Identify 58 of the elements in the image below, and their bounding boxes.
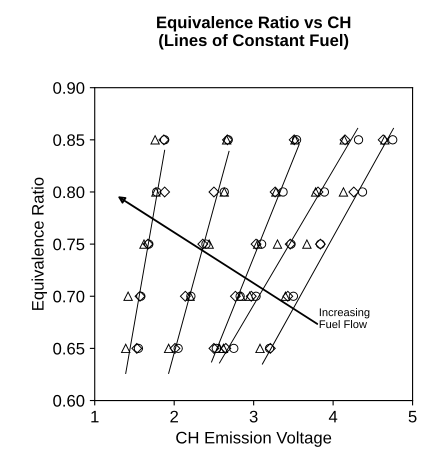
point (218, 344, 228, 354)
y-tick-label: 0.85 (53, 134, 84, 146)
y-tick-label: 0.90 (53, 82, 84, 94)
point (139, 239, 149, 249)
point (282, 290, 294, 302)
point (159, 186, 170, 198)
point (358, 187, 368, 197)
point (204, 239, 214, 249)
point (380, 135, 390, 144)
point (230, 290, 241, 302)
point (201, 239, 211, 249)
point (164, 344, 174, 354)
point (150, 135, 160, 144)
point (180, 290, 191, 302)
point (131, 342, 142, 354)
point (134, 344, 144, 354)
x-tick-label: 3 (250, 410, 258, 422)
chart-title: Equivalence Ratio vs CH (Lines of Constant Fuel) (157, 16, 350, 50)
point (170, 342, 180, 354)
point (388, 135, 398, 144)
y-tick-label: 0.60 (53, 394, 84, 407)
point (255, 344, 265, 354)
y-tick-label: 0.70 (53, 290, 84, 302)
x-tick-label: 2 (170, 410, 178, 422)
point (302, 239, 312, 249)
y-tick-label: 0.80 (53, 186, 84, 198)
point (310, 187, 320, 197)
point (348, 186, 360, 198)
y-tick-label: 0.65 (53, 342, 84, 355)
point (272, 239, 282, 249)
point (174, 344, 183, 354)
point (338, 187, 348, 197)
point (123, 292, 133, 301)
x-axis-title: CH Emission Voltage (176, 431, 332, 447)
point (229, 344, 238, 354)
y-tick-label: 0.75 (53, 238, 84, 250)
point (278, 187, 288, 197)
x-tick-label: 1 (91, 410, 99, 422)
point (251, 292, 261, 301)
point (208, 186, 220, 198)
point (246, 290, 257, 302)
x-tick-label: 4 (328, 410, 338, 422)
point (208, 342, 220, 354)
point (288, 292, 298, 301)
x-tick-label: 5 (408, 410, 417, 422)
point (320, 187, 330, 197)
point (220, 342, 232, 354)
point (212, 344, 221, 354)
annotation: Increasing Fuel Flow (320, 308, 370, 328)
point (197, 238, 208, 250)
point (312, 186, 324, 198)
point (280, 292, 290, 301)
point (245, 292, 254, 301)
point (256, 239, 266, 249)
point (121, 344, 130, 354)
y-axis-title: Equivalence Ratio (31, 178, 48, 310)
point (354, 135, 364, 144)
point (378, 134, 389, 146)
